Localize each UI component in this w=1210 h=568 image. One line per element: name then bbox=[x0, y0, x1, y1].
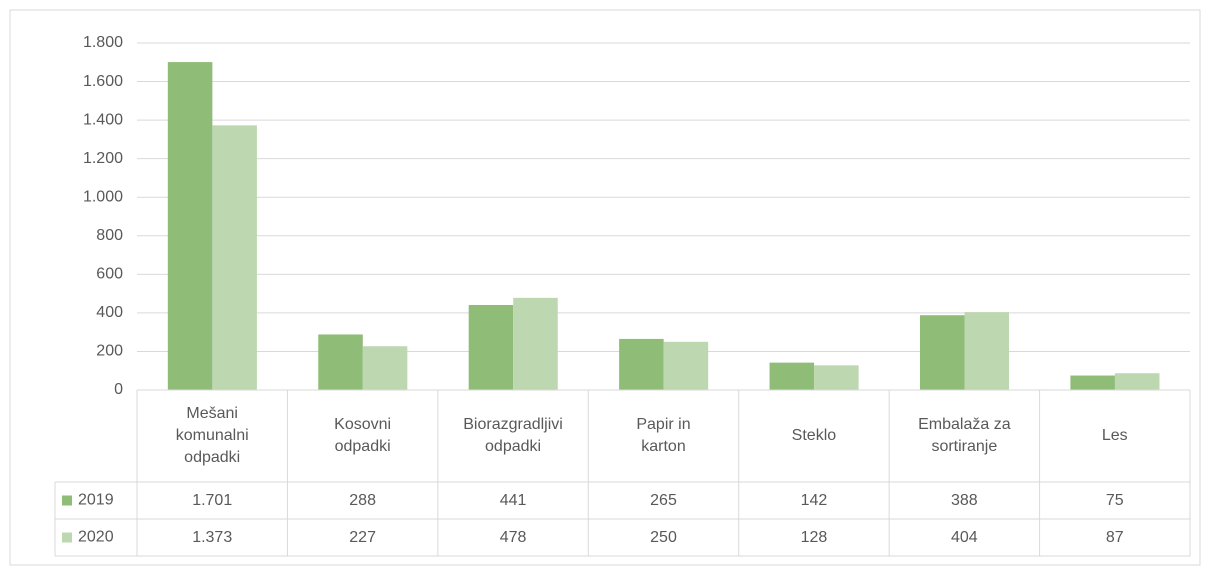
bar bbox=[663, 341, 709, 390]
table-value-text: 1.701 bbox=[192, 491, 233, 509]
bar bbox=[468, 304, 514, 390]
category-label: Steklo bbox=[739, 390, 889, 482]
table-value: 1.701 bbox=[137, 482, 287, 519]
y-tick-label: 400 bbox=[96, 304, 123, 321]
bar bbox=[964, 312, 1010, 390]
y-tick-label: 1.200 bbox=[83, 150, 123, 167]
bar bbox=[1070, 375, 1115, 390]
y-tick-label: 1.800 bbox=[83, 34, 123, 51]
bar bbox=[167, 62, 213, 391]
table-value-text: 388 bbox=[951, 491, 978, 509]
table-value-text: 404 bbox=[951, 528, 978, 546]
table-value: 265 bbox=[588, 482, 738, 519]
y-tick-label: 200 bbox=[96, 343, 123, 360]
category-label-text: Embalaža za sortiranje bbox=[918, 416, 1011, 455]
category-label-text: Steklo bbox=[791, 427, 837, 444]
bar bbox=[362, 346, 408, 390]
category-label: Les bbox=[1040, 390, 1190, 482]
table-value: 404 bbox=[889, 519, 1039, 556]
table-value-text: 128 bbox=[800, 528, 828, 546]
legend-key bbox=[62, 532, 72, 543]
bar bbox=[814, 365, 859, 390]
category-label: Papir in karton bbox=[588, 390, 738, 482]
table-value: 250 bbox=[588, 519, 738, 556]
y-tick-label: 600 bbox=[96, 266, 123, 283]
bar bbox=[513, 297, 558, 390]
table-value-text: 142 bbox=[800, 491, 828, 509]
category-label-text: Kosovni odpadki bbox=[334, 416, 392, 455]
table-value: 441 bbox=[438, 482, 588, 519]
bar bbox=[212, 125, 257, 391]
chart-border bbox=[9, 9, 1201, 566]
category-label: Mešani komunalni odpadki bbox=[137, 390, 287, 482]
category-label: Kosovni odpadki bbox=[287, 390, 437, 482]
bar bbox=[318, 334, 363, 390]
table-value: 1.373 bbox=[137, 519, 287, 556]
bar bbox=[769, 362, 815, 390]
table-value: 388 bbox=[889, 482, 1039, 519]
table-value-text: 265 bbox=[650, 491, 677, 509]
y-tick-label: 800 bbox=[96, 227, 123, 244]
table-value-text: 288 bbox=[349, 491, 376, 509]
table-value: 288 bbox=[287, 482, 437, 519]
table-value: 87 bbox=[1040, 519, 1190, 556]
bar bbox=[919, 315, 965, 390]
y-tick-label: 1.400 bbox=[83, 111, 123, 128]
y-tick-label: 0 bbox=[114, 381, 123, 398]
table-value: 142 bbox=[739, 482, 889, 519]
legend-label: 2020 bbox=[78, 529, 114, 546]
category-label-text: Les bbox=[1101, 427, 1128, 444]
table-value-text: 250 bbox=[650, 528, 677, 546]
table-value-text: 441 bbox=[499, 491, 527, 509]
table-value-text: 227 bbox=[349, 528, 376, 546]
legend-key bbox=[62, 495, 72, 506]
bar bbox=[1114, 373, 1160, 390]
y-tick-label: 1.000 bbox=[83, 188, 123, 205]
table-value: 128 bbox=[739, 519, 889, 556]
table-value: 478 bbox=[438, 519, 588, 556]
table-value-text: 478 bbox=[499, 528, 527, 546]
category-label: Embalaža za sortiranje bbox=[889, 390, 1039, 482]
table-value: 227 bbox=[287, 519, 437, 556]
legend-label: 2019 bbox=[78, 492, 114, 509]
table-value-text: 87 bbox=[1105, 528, 1124, 546]
table-value: 75 bbox=[1040, 482, 1190, 519]
category-label-text: Papir in karton bbox=[636, 416, 691, 455]
bar bbox=[619, 338, 664, 390]
table-value-text: 75 bbox=[1105, 491, 1124, 509]
category-label-text: Mešani komunalni odpadki bbox=[175, 405, 249, 466]
category-label-text: Biorazgradljivi odpadki bbox=[463, 416, 563, 455]
table-value-text: 1.373 bbox=[192, 528, 233, 546]
category-label: Biorazgradljivi odpadki bbox=[438, 390, 588, 482]
y-tick-label: 1.600 bbox=[83, 73, 123, 90]
